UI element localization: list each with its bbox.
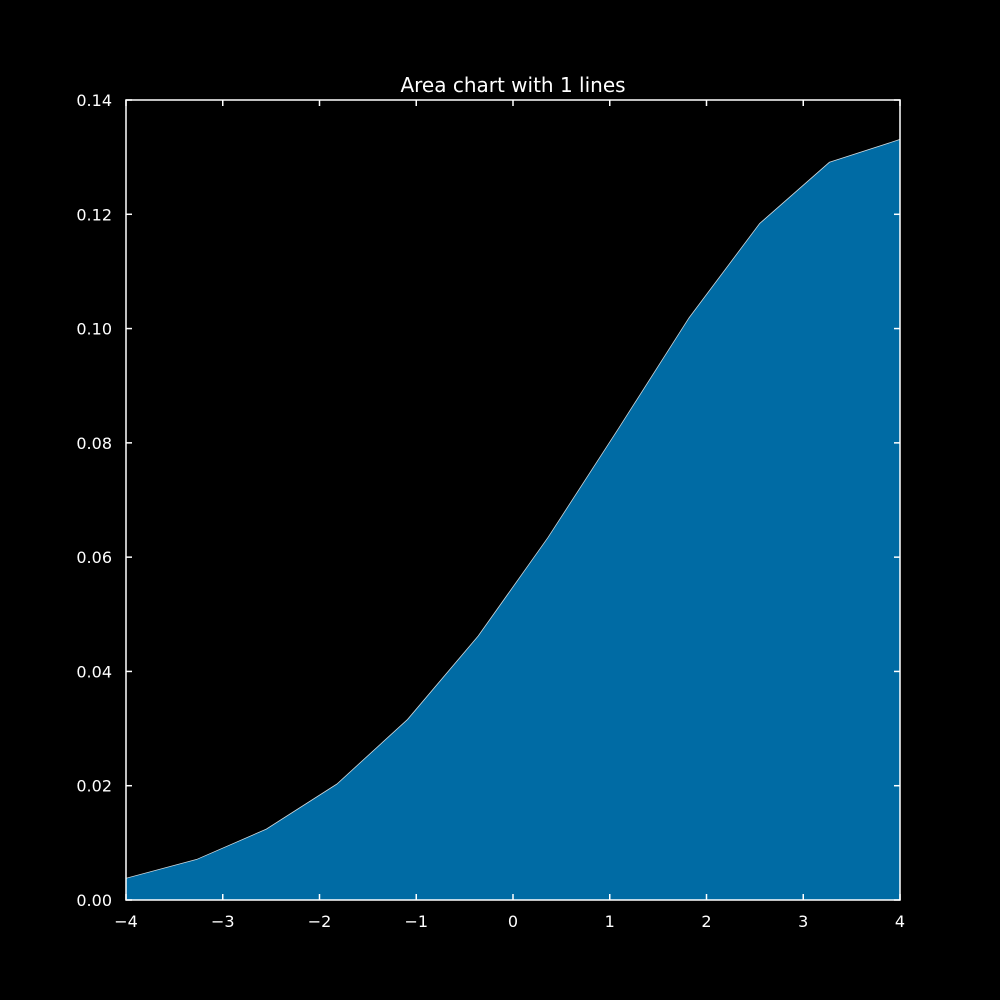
area-series-0 (126, 139, 900, 900)
x-tick-label: 3 (798, 912, 808, 931)
x-tick-label: −4 (114, 912, 138, 931)
y-tick-label: 0.06 (76, 548, 112, 567)
chart-title: Area chart with 1 lines (400, 73, 625, 97)
y-tick-label: 0.08 (76, 434, 112, 453)
x-tick-label: −2 (308, 912, 332, 931)
x-tick-label: 1 (605, 912, 615, 931)
x-tick-label: 4 (895, 912, 905, 931)
plot-area (125, 139, 901, 900)
y-tick-label: 0.14 (76, 91, 112, 110)
y-tick-label: 0.00 (76, 891, 112, 910)
x-tick-label: 0 (508, 912, 518, 931)
x-tick-label: −3 (211, 912, 235, 931)
x-tick-label: 2 (701, 912, 711, 931)
y-tick-label: 0.04 (76, 662, 112, 681)
area-series-outline-0 (125, 139, 901, 879)
x-tick-label: −1 (404, 912, 428, 931)
y-tick-label: 0.12 (76, 205, 112, 224)
y-tick-label: 0.02 (76, 777, 112, 796)
y-tick-label: 0.10 (76, 320, 112, 339)
axis-ticks: −4 −3 −2 −1 0 1 2 3 4 0.00 0.02 0.04 0.06 0.08 0.10 0.1… (76, 91, 905, 931)
